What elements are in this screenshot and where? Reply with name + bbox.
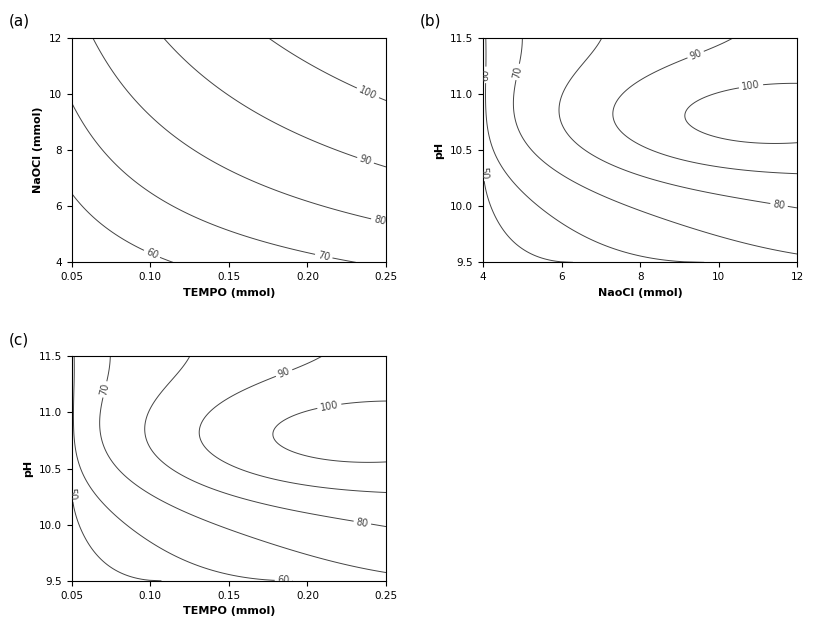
- Text: 60: 60: [277, 575, 290, 586]
- Text: (a): (a): [9, 14, 29, 29]
- Text: 70: 70: [317, 250, 330, 263]
- X-axis label: TEMPO (mmol): TEMPO (mmol): [182, 606, 275, 616]
- Text: 50: 50: [479, 166, 489, 180]
- Text: 100: 100: [319, 399, 339, 413]
- Text: 80: 80: [372, 215, 387, 227]
- Text: 100: 100: [357, 84, 379, 101]
- Text: 90: 90: [358, 154, 373, 167]
- Text: (c): (c): [9, 332, 29, 347]
- Text: 80: 80: [356, 517, 369, 529]
- Text: 60: 60: [481, 69, 491, 81]
- X-axis label: TEMPO (mmol): TEMPO (mmol): [182, 288, 275, 297]
- Y-axis label: pH: pH: [23, 460, 33, 477]
- Text: 90: 90: [276, 366, 292, 380]
- Y-axis label: pH: pH: [434, 142, 444, 159]
- Text: 90: 90: [688, 48, 703, 62]
- Text: 70: 70: [99, 382, 111, 396]
- Text: 70: 70: [511, 65, 524, 79]
- Text: 50: 50: [67, 487, 78, 500]
- X-axis label: NaoCl (mmol): NaoCl (mmol): [598, 288, 682, 297]
- Text: 100: 100: [741, 80, 761, 92]
- Text: 80: 80: [772, 199, 786, 211]
- Text: 60: 60: [144, 247, 160, 261]
- Y-axis label: NaOCl (mmol): NaOCl (mmol): [33, 106, 43, 193]
- Text: (b): (b): [420, 14, 442, 29]
